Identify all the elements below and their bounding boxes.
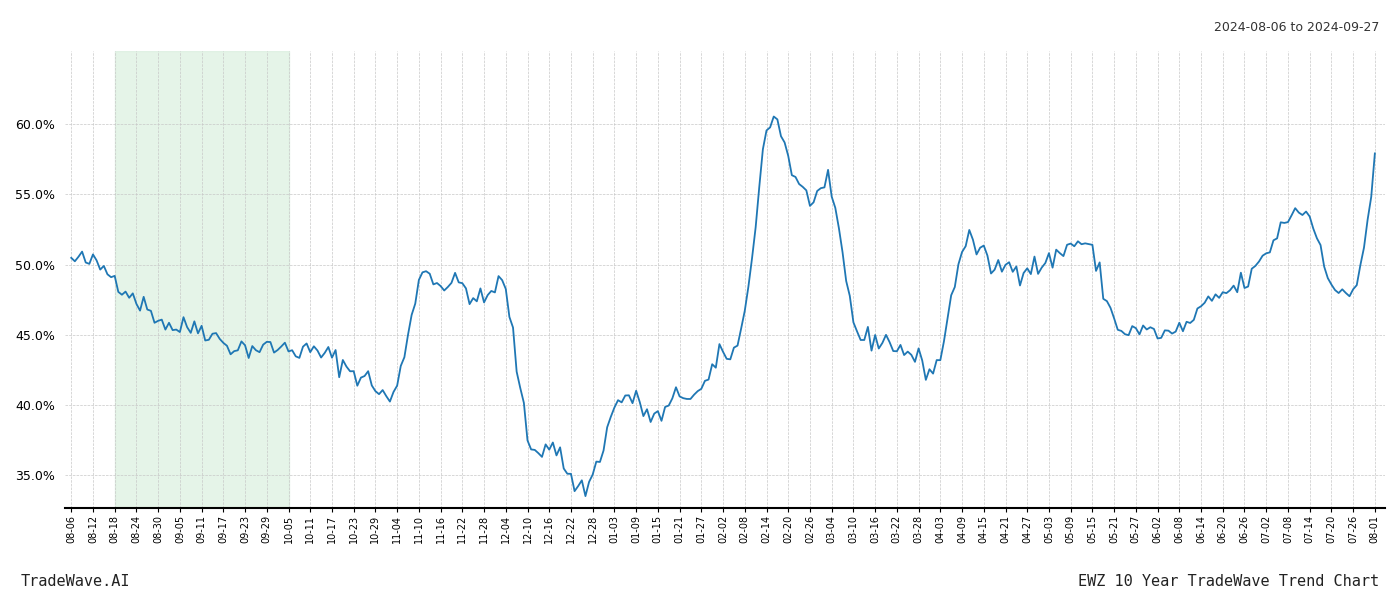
Text: 2024-08-06 to 2024-09-27: 2024-08-06 to 2024-09-27 xyxy=(1214,21,1379,34)
Text: EWZ 10 Year TradeWave Trend Chart: EWZ 10 Year TradeWave Trend Chart xyxy=(1078,574,1379,589)
Text: TradeWave.AI: TradeWave.AI xyxy=(21,574,130,589)
Bar xyxy=(115,51,288,508)
